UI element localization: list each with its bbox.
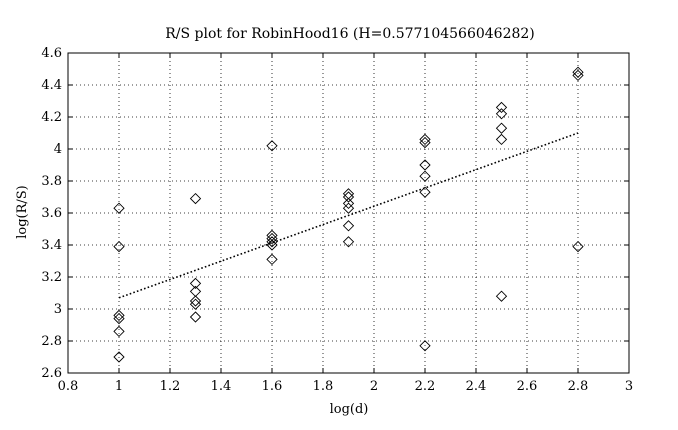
y-tick-label: 2.8 — [41, 334, 62, 349]
grid-lines — [68, 53, 629, 373]
x-tick-label: 1.4 — [211, 379, 232, 394]
data-point-diamond — [572, 240, 584, 253]
data-point-diamond — [113, 309, 125, 322]
data-point-diamond — [572, 66, 584, 78]
y-tick-label: 4.6 — [41, 46, 62, 61]
data-point-diamond — [342, 197, 355, 210]
data-point-diamond — [342, 220, 355, 232]
fit-line — [118, 132, 579, 299]
data-point-diamond — [495, 133, 508, 146]
fit-line-group — [118, 132, 579, 299]
data-point-diamond — [342, 202, 355, 214]
data-point-diamond — [189, 192, 202, 205]
data-point-diamond — [266, 140, 278, 152]
x-tick-label: 2 — [370, 379, 378, 394]
data-point-diamond — [419, 170, 431, 182]
data-point-diamond — [495, 122, 508, 134]
y-tick-label: 4 — [54, 142, 62, 157]
data-point-diamond — [189, 295, 202, 307]
data-point-diamond — [113, 240, 125, 253]
y-tick-label: 3.2 — [41, 270, 62, 285]
data-point-diamond — [266, 229, 278, 242]
x-axis-label: log(d) — [330, 402, 369, 417]
x-tick-label: 2.6 — [517, 379, 538, 394]
x-tick-label: 1 — [115, 379, 123, 394]
data-point-diamond — [113, 325, 125, 338]
data-point-diamond — [189, 277, 202, 290]
x-tick-label: 2.8 — [568, 379, 589, 394]
data-point-diamond — [113, 351, 125, 363]
data-point-diamond — [266, 253, 278, 266]
y-tick-label: 4.4 — [41, 78, 62, 93]
y-tick-label: 3 — [54, 302, 62, 317]
data-point-diamond — [419, 133, 431, 146]
y-tick-label: 4.2 — [41, 110, 62, 125]
y-tick-label: 2.6 — [41, 366, 62, 381]
y-axis-label: log(R/S) — [15, 185, 30, 239]
data-point-diamond — [189, 285, 202, 298]
data-point-diamond — [495, 108, 508, 120]
data-points — [113, 66, 584, 363]
chart-title: R/S plot for RobinHood16 (H=0.5771045660… — [165, 26, 535, 42]
data-point-diamond — [419, 340, 431, 352]
y-tick-label: 3.4 — [41, 238, 62, 253]
x-tick-label: 1.6 — [262, 379, 283, 394]
data-point-diamond — [342, 236, 355, 248]
x-tick-label: 1.8 — [313, 379, 334, 394]
tick-labels: 0.8 1 1.2 1.4 1.6 1.8 2 2.2 2.4 2.6 2.8 3 2.6 2.8 3 3.2… — [41, 46, 633, 394]
y-tick-label: 3.8 — [41, 174, 62, 189]
data-point-diamond — [419, 186, 431, 198]
x-tick-label: 1.2 — [160, 379, 181, 394]
data-point-diamond — [495, 101, 508, 114]
data-point-diamond — [495, 290, 508, 302]
data-point-diamond — [342, 188, 355, 200]
y-tick-label: 3.6 — [41, 206, 62, 221]
data-point-diamond — [113, 202, 125, 214]
x-tick-label: 2.2 — [415, 379, 436, 394]
x-tick-label: 3 — [625, 379, 633, 394]
data-point-diamond — [189, 311, 202, 323]
x-tick-label: 2.4 — [466, 379, 487, 394]
plot-frame — [67, 52, 630, 374]
x-tick-label: 0.8 — [58, 379, 79, 394]
data-point-diamond — [419, 159, 431, 171]
